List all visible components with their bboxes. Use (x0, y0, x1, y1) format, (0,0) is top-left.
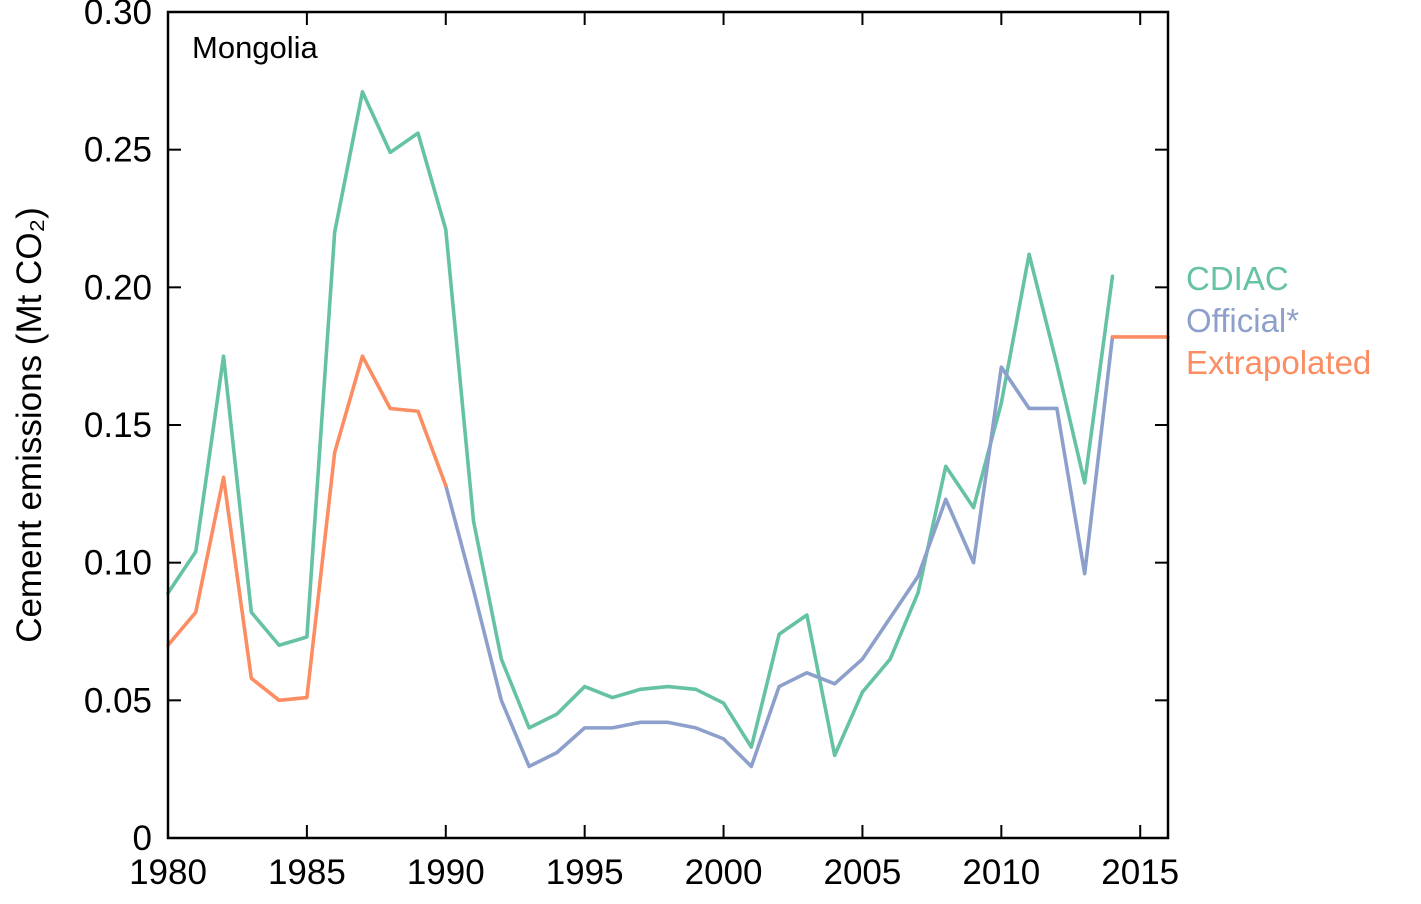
series-official (443, 335, 1115, 769)
svg-text:1985: 1985 (268, 853, 346, 892)
chart-title: Mongolia (192, 30, 318, 65)
svg-text:2005: 2005 (824, 853, 902, 892)
axis-ticks (167, 11, 1168, 839)
svg-text:0.25: 0.25 (84, 131, 152, 170)
legend-item-cdiac: CDIAC (1186, 260, 1289, 297)
svg-text:0.15: 0.15 (84, 406, 152, 445)
svg-text:0.05: 0.05 (84, 681, 152, 720)
series-extrapolated (166, 335, 1170, 703)
svg-text:2010: 2010 (962, 853, 1040, 892)
svg-text:1990: 1990 (407, 853, 485, 892)
series-cdiac (166, 90, 1115, 758)
svg-text:0.30: 0.30 (84, 0, 152, 32)
axis-tick-labels: 1980 1985 1990 1995 2000 2005 2010 2015 0 0.05 0.1… (84, 0, 1179, 892)
legend: CDIAC Official* Extrapolated (1186, 258, 1371, 384)
y-axis-label: Cement emissions (Mt CO₂) (10, 207, 49, 643)
svg-text:2015: 2015 (1101, 853, 1179, 892)
svg-text:0: 0 (133, 819, 152, 858)
legend-item-extrapolated: Extrapolated (1186, 344, 1372, 381)
svg-text:2000: 2000 (685, 853, 763, 892)
svg-text:1980: 1980 (129, 853, 207, 892)
axis-box (166, 10, 1170, 840)
legend-item-official: Official* (1186, 302, 1300, 339)
svg-text:0.10: 0.10 (84, 544, 152, 583)
svg-text:0.20: 0.20 (84, 268, 152, 307)
svg-text:1995: 1995 (546, 853, 624, 892)
